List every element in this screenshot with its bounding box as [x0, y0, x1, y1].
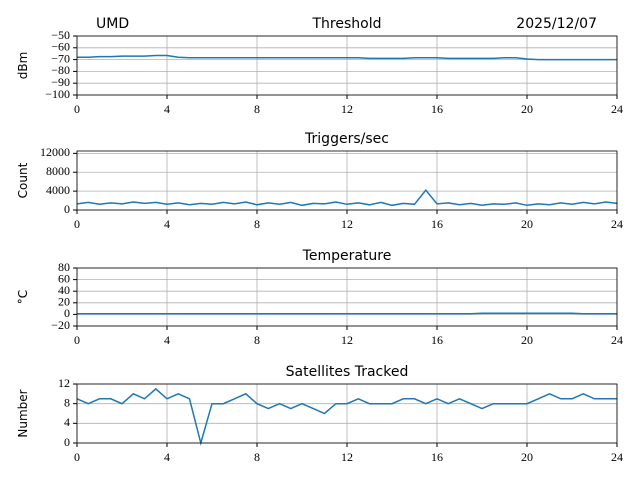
y-tick-label: 40: [58, 283, 70, 297]
x-tick-label: 16: [431, 102, 443, 116]
y-tick-label: −50: [51, 28, 70, 42]
y-tick-label: 4: [64, 415, 70, 429]
y-tick-label: −60: [51, 40, 70, 54]
y-axis-label: dBm: [16, 52, 30, 80]
y-tick-label: −100: [45, 87, 70, 101]
x-tick-label: 12: [341, 217, 353, 231]
x-tick-label: 0: [74, 217, 80, 231]
y-tick-label: −70: [51, 51, 70, 65]
y-tick-label: −90: [51, 75, 70, 89]
x-tick-label: 8: [254, 217, 260, 231]
y-tick-label: 0: [64, 306, 70, 320]
x-tick-label: 24: [611, 217, 623, 231]
x-tick-label: 8: [254, 450, 260, 464]
station-label: UMD: [96, 16, 129, 32]
x-tick-label: 24: [611, 450, 623, 464]
y-tick-label: 8: [64, 395, 70, 409]
plot-frame: [76, 150, 618, 211]
y-axis-label: Number: [16, 389, 30, 437]
x-tick-label: 4: [164, 217, 170, 231]
y-tick-label: −80: [51, 63, 70, 77]
x-tick-label: 24: [611, 102, 623, 116]
y-axis-label: °C: [16, 290, 30, 304]
x-tick-label: 20: [521, 217, 533, 231]
x-tick-label: 4: [164, 102, 170, 116]
x-tick-label: 8: [254, 333, 260, 347]
x-tick-label: 8: [254, 102, 260, 116]
y-tick-label: 0: [64, 435, 70, 449]
plot-frame: [76, 383, 618, 444]
x-tick-label: 0: [74, 333, 80, 347]
y-tick-label: 8000: [46, 164, 70, 178]
y-axis-label: Count: [16, 162, 30, 198]
x-tick-label: 4: [164, 333, 170, 347]
data-line: [76, 189, 618, 207]
x-tick-label: 12: [341, 102, 353, 116]
x-tick-label: 16: [431, 333, 443, 347]
chart-title: Threshold: [312, 16, 382, 32]
x-tick-label: 12: [341, 450, 353, 464]
data-line: [76, 387, 617, 446]
y-tick-label: 0: [64, 202, 70, 216]
y-tick-label: 60: [58, 271, 70, 285]
y-tick-label: 20: [58, 295, 70, 309]
data-line: [77, 312, 617, 315]
x-tick-label: 0: [74, 102, 80, 116]
date-label: 2025/12/07: [516, 16, 597, 32]
y-tick-label: 4000: [46, 183, 70, 197]
plot-frame: [76, 35, 618, 96]
x-tick-label: 20: [521, 333, 533, 347]
x-tick-label: 16: [431, 450, 443, 464]
plot-frame: [76, 267, 618, 327]
chart-title: Temperature: [302, 248, 392, 264]
y-tick-label: 80: [58, 260, 70, 274]
data-line: [77, 54, 617, 61]
x-tick-label: 20: [521, 450, 533, 464]
x-tick-label: 20: [521, 102, 533, 116]
x-tick-label: 0: [74, 450, 80, 464]
chart-title: Satellites Tracked: [286, 364, 409, 380]
y-tick-label: 12000: [40, 145, 70, 159]
y-tick-label: 12: [58, 376, 70, 390]
y-tick-label: −20: [51, 318, 70, 332]
x-tick-label: 4: [164, 450, 170, 464]
x-tick-label: 12: [341, 333, 353, 347]
chart-title: Triggers/sec: [304, 131, 389, 147]
x-tick-label: 16: [431, 217, 443, 231]
x-tick-label: 24: [611, 333, 623, 347]
